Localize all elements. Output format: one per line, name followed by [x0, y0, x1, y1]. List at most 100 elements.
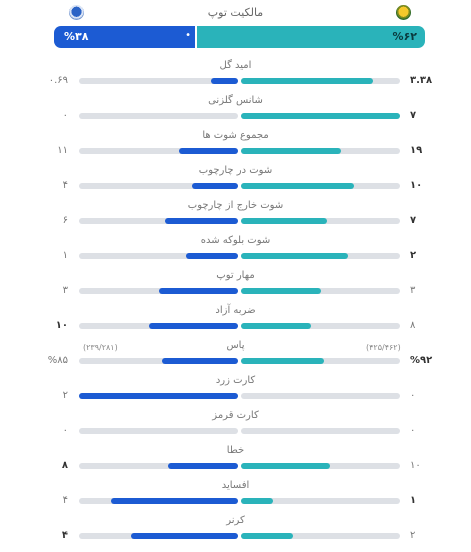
- stat-home-bar: [241, 183, 354, 189]
- stat-home-value: ۰: [410, 425, 416, 436]
- stat-label: پاس: [226, 340, 245, 351]
- stat-home-bar: [241, 253, 348, 259]
- stat-away-detail: (۲۳۹/۲۸۱): [83, 343, 118, 352]
- stat-away-value: ۴: [62, 495, 68, 506]
- stat-label: افساید: [221, 480, 250, 491]
- stat-away-bar: [158, 288, 238, 294]
- match-stats-header: مالکیت توپ: [0, 0, 471, 26]
- stat-away-value: ۳: [62, 285, 68, 296]
- stat-home-bar: [241, 218, 327, 224]
- stat-home-value: ۳.۳۸: [410, 75, 433, 86]
- home-team-logo-icon: [396, 5, 411, 20]
- possession-title: مالکیت توپ: [207, 6, 264, 19]
- stat-away-bar: [179, 148, 238, 154]
- stat-away-value: ۱: [62, 250, 68, 261]
- stat-home-track: [241, 428, 400, 434]
- stat-home-detail: (۴۲۵/۴۶۲): [366, 343, 401, 352]
- stat-away-track: [79, 533, 238, 539]
- stat-home-value: ۳: [410, 285, 416, 296]
- stat-label: کارت زرد: [215, 375, 256, 386]
- stat-home-track: [241, 323, 400, 329]
- stat-home-value: ۱۹: [410, 145, 423, 156]
- possession-divider-dot: •: [185, 30, 191, 41]
- stat-row: شانس گلزنی ۷ ۰: [0, 95, 471, 130]
- stat-home-bar: [241, 323, 311, 329]
- stat-home-track: [241, 113, 400, 119]
- stat-away-bar: [79, 393, 238, 399]
- stat-home-track: [241, 498, 400, 504]
- stat-label: مجموع شوت ها: [202, 130, 269, 141]
- stat-label: شوت خارج از چارچوب: [187, 200, 284, 211]
- stat-away-bar: [185, 253, 238, 259]
- stat-label: شوت در چارچوب: [198, 165, 273, 176]
- stat-home-track: [241, 358, 400, 364]
- stat-home-bar: [241, 463, 331, 469]
- stat-home-track: [241, 393, 400, 399]
- possession-away-value: %۳۸: [64, 30, 89, 43]
- stat-home-track: [241, 463, 400, 469]
- possession-home-value: %۶۲: [392, 30, 417, 43]
- stat-away-track: [79, 428, 238, 434]
- stat-away-track: [79, 288, 238, 294]
- stat-home-value: ۷: [410, 215, 417, 226]
- stat-away-bar: [164, 218, 238, 224]
- stat-home-value: ۲: [410, 250, 417, 261]
- stat-away-value: ۰: [62, 110, 68, 121]
- stat-away-value: ۰: [62, 425, 68, 436]
- stat-away-bar: [161, 358, 238, 364]
- stat-home-bar: [241, 148, 342, 154]
- stat-row: ضربه آزاد ۸ ۱۰: [0, 305, 471, 340]
- stat-label: کرنر: [226, 515, 245, 526]
- stat-away-track: [79, 148, 238, 154]
- stat-away-track: [79, 183, 238, 189]
- stat-label: ضربه آزاد: [215, 305, 256, 316]
- stat-home-track: [241, 183, 400, 189]
- stat-row: خطا ۱۰ ۸: [0, 445, 471, 480]
- stat-away-track: [79, 323, 238, 329]
- possession-away-segment: %۳۸ •: [54, 26, 195, 48]
- stat-away-track: [79, 218, 238, 224]
- stat-away-value: %۸۵: [47, 355, 68, 366]
- stat-home-value: ۱۰: [410, 180, 423, 191]
- stat-home-bar: [241, 533, 294, 539]
- stat-home-track: [241, 218, 400, 224]
- stat-home-value: ۱: [410, 495, 417, 506]
- stat-label: شانس گلزنی: [208, 95, 263, 106]
- stat-home-track: [241, 78, 400, 84]
- stat-home-value: ۰: [410, 390, 416, 401]
- stat-label: کارت قرمز: [212, 410, 259, 421]
- stat-label: امید گل: [219, 60, 252, 71]
- stat-home-track: [241, 148, 400, 154]
- possession-home-segment: %۶۲: [194, 26, 425, 48]
- stat-away-value: ۱۰: [55, 320, 68, 331]
- stat-away-value: ۴: [61, 530, 68, 541]
- stat-away-track: [79, 463, 238, 469]
- stat-home-track: [241, 288, 400, 294]
- away-team-logo-icon: [69, 5, 84, 20]
- stat-away-bar: [191, 183, 238, 189]
- stat-row: شوت بلوکه شده ۲ ۱: [0, 235, 471, 270]
- stat-away-bar: [110, 498, 238, 504]
- stat-row: کرنر ۲ ۴: [0, 515, 471, 550]
- stat-away-track: [79, 253, 238, 259]
- stat-away-track: [79, 78, 238, 84]
- stat-away-track: [79, 358, 238, 364]
- stat-home-value: ۸: [410, 320, 416, 331]
- stat-away-value: ۶: [62, 215, 68, 226]
- stat-home-bar: [241, 113, 400, 119]
- stat-row: کارت قرمز ۰ ۰: [0, 410, 471, 445]
- stat-row: شوت در چارچوب ۱۰ ۴: [0, 165, 471, 200]
- stat-away-value: ۰.۶۹: [48, 75, 68, 86]
- stat-row: مجموع شوت ها ۱۹ ۱۱: [0, 130, 471, 165]
- stat-home-value: %۹۲: [410, 355, 433, 366]
- stat-row: پاس (۴۲۵/۴۶۲) (۲۳۹/۲۸۱) %۹۲ %۸۵: [0, 340, 471, 375]
- stat-row: کارت زرد ۰ ۲: [0, 375, 471, 410]
- stat-away-value: ۱۱: [57, 145, 68, 156]
- stat-home-bar: [241, 358, 324, 364]
- stat-away-track: [79, 113, 238, 119]
- stat-home-track: [241, 253, 400, 259]
- stat-home-bar: [241, 498, 273, 504]
- stat-away-bar: [131, 533, 238, 539]
- stat-away-bar: [148, 323, 238, 329]
- stat-away-bar: [168, 463, 238, 469]
